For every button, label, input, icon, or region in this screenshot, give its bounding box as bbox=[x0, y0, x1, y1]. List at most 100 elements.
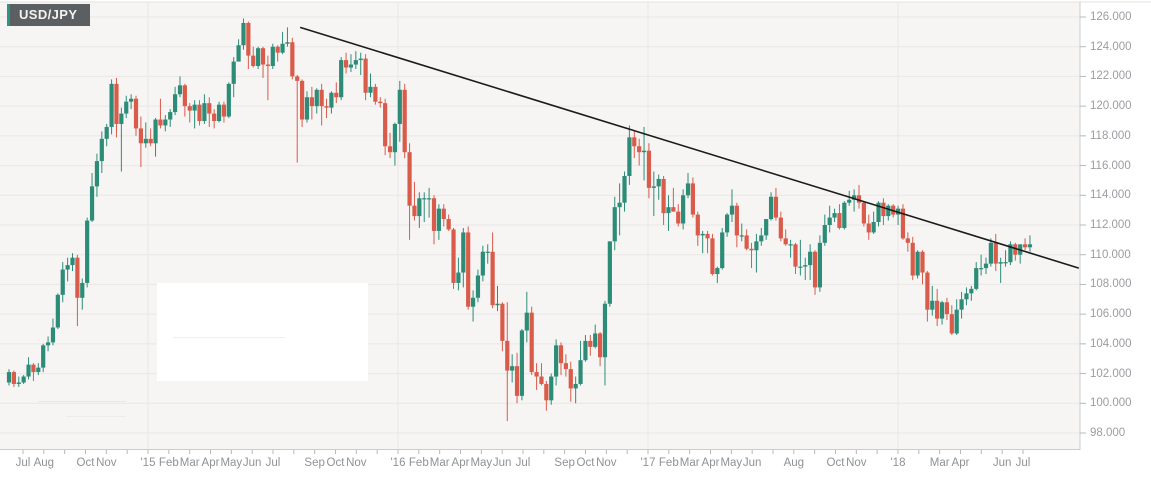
candle-body bbox=[256, 48, 261, 67]
candle-body bbox=[241, 22, 246, 46]
candle-body bbox=[661, 178, 666, 214]
candle-body bbox=[866, 223, 871, 233]
candle-body bbox=[221, 104, 227, 117]
candle-body bbox=[26, 364, 31, 377]
candle-body bbox=[427, 198, 432, 200]
candle-body bbox=[417, 198, 422, 217]
candle-body bbox=[764, 219, 769, 236]
candle-body bbox=[456, 272, 461, 283]
candle-body bbox=[295, 76, 300, 81]
month-tick-label: Nov bbox=[346, 457, 367, 469]
candle-body bbox=[387, 146, 393, 153]
candle-body bbox=[45, 342, 51, 346]
candle-body bbox=[856, 195, 862, 203]
candle-body bbox=[75, 257, 80, 298]
candle-body bbox=[690, 183, 695, 215]
candle-body bbox=[666, 207, 671, 214]
candle-body bbox=[6, 372, 12, 383]
candle-body bbox=[260, 48, 266, 65]
candle-body bbox=[563, 363, 568, 370]
candle-body bbox=[539, 376, 544, 384]
candle-body bbox=[920, 251, 925, 273]
candle-body bbox=[1027, 244, 1033, 248]
month-tick-label: Jun bbox=[992, 457, 1012, 469]
candle-body bbox=[793, 244, 798, 267]
price-tick-label: 102.000 bbox=[1090, 367, 1132, 380]
candle-body bbox=[373, 86, 378, 102]
candle-body bbox=[832, 213, 837, 218]
candle-body bbox=[236, 45, 241, 62]
candle-body bbox=[431, 198, 437, 231]
candle-body bbox=[651, 186, 656, 188]
candle-body bbox=[656, 178, 661, 187]
candle-body bbox=[446, 219, 451, 230]
candle-body bbox=[500, 303, 505, 341]
month-tick-label: Oct bbox=[326, 457, 345, 469]
candle-body bbox=[16, 382, 21, 384]
price-tick-label: 106.000 bbox=[1090, 308, 1132, 321]
candle-body bbox=[646, 150, 652, 188]
candle-body bbox=[886, 205, 891, 217]
candle-body bbox=[280, 43, 285, 53]
watermark-remnant bbox=[38, 401, 126, 402]
candle-body bbox=[11, 372, 16, 384]
candle-body bbox=[783, 238, 788, 245]
candle-body bbox=[275, 46, 280, 53]
candle-body bbox=[681, 195, 686, 224]
candle-body bbox=[607, 241, 612, 304]
candle-body bbox=[993, 242, 998, 264]
candle-body bbox=[729, 205, 735, 215]
month-tick-label: Aug bbox=[783, 457, 805, 469]
candle-body bbox=[1003, 262, 1008, 264]
month-tick-label: Apr bbox=[701, 457, 720, 469]
candle-body bbox=[104, 126, 109, 139]
candle-body bbox=[304, 97, 310, 120]
candle-body bbox=[412, 205, 417, 217]
candle-body bbox=[265, 64, 271, 67]
candle-body bbox=[602, 303, 608, 358]
candle-body bbox=[216, 104, 222, 121]
price-tick-label: 120.000 bbox=[1090, 100, 1132, 113]
candle-body bbox=[314, 89, 319, 107]
month-tick-label: Sep bbox=[304, 457, 325, 469]
candle-body bbox=[31, 364, 36, 373]
candle-body bbox=[392, 123, 398, 153]
candle-body bbox=[339, 60, 344, 98]
trendline[interactable] bbox=[299, 26, 1080, 269]
candle-body bbox=[197, 104, 202, 121]
candle-body bbox=[422, 198, 427, 200]
month-tick-label: Feb bbox=[158, 457, 179, 469]
month-tick-label: Jun bbox=[492, 457, 512, 469]
candle-body bbox=[148, 138, 153, 144]
time-axis[interactable]: Jul Aug Oct Nov '15 Feb Mar Apr May Jun Jul Sep Oct N… bbox=[0, 450, 1080, 477]
price-tick-label: 114.000 bbox=[1090, 189, 1131, 202]
candle-body bbox=[402, 89, 407, 153]
candle-body bbox=[930, 300, 935, 310]
month-tick-label: Apr bbox=[951, 457, 970, 469]
candle-body bbox=[21, 376, 26, 383]
month-tick-label: Mar bbox=[179, 457, 200, 469]
candle-body bbox=[749, 248, 754, 251]
price-tick-label: 112.000 bbox=[1090, 218, 1131, 231]
candle-body bbox=[822, 224, 827, 243]
candle-body bbox=[177, 85, 183, 95]
candle-body bbox=[129, 98, 134, 102]
candle-body bbox=[343, 60, 349, 68]
candle-body bbox=[549, 376, 554, 401]
candle-body bbox=[1008, 244, 1013, 263]
candle-body bbox=[588, 340, 593, 347]
candle-body bbox=[485, 251, 490, 253]
month-tick-label: Jul bbox=[15, 457, 31, 469]
price-axis[interactable]: 126.000 124.000 122.000 120.000 118.000 116.0… bbox=[1080, 0, 1151, 450]
candle-body bbox=[622, 175, 627, 203]
candle-body bbox=[70, 257, 75, 266]
month-tick-label: Jul bbox=[515, 457, 531, 469]
price-tick-label: 126.000 bbox=[1090, 11, 1132, 23]
month-tick-label: Aug bbox=[33, 457, 55, 469]
candle-body bbox=[383, 103, 388, 147]
candle-body bbox=[964, 293, 969, 300]
watermark-remnant bbox=[173, 337, 285, 338]
candle-body bbox=[597, 333, 603, 358]
candle-body bbox=[534, 372, 539, 377]
